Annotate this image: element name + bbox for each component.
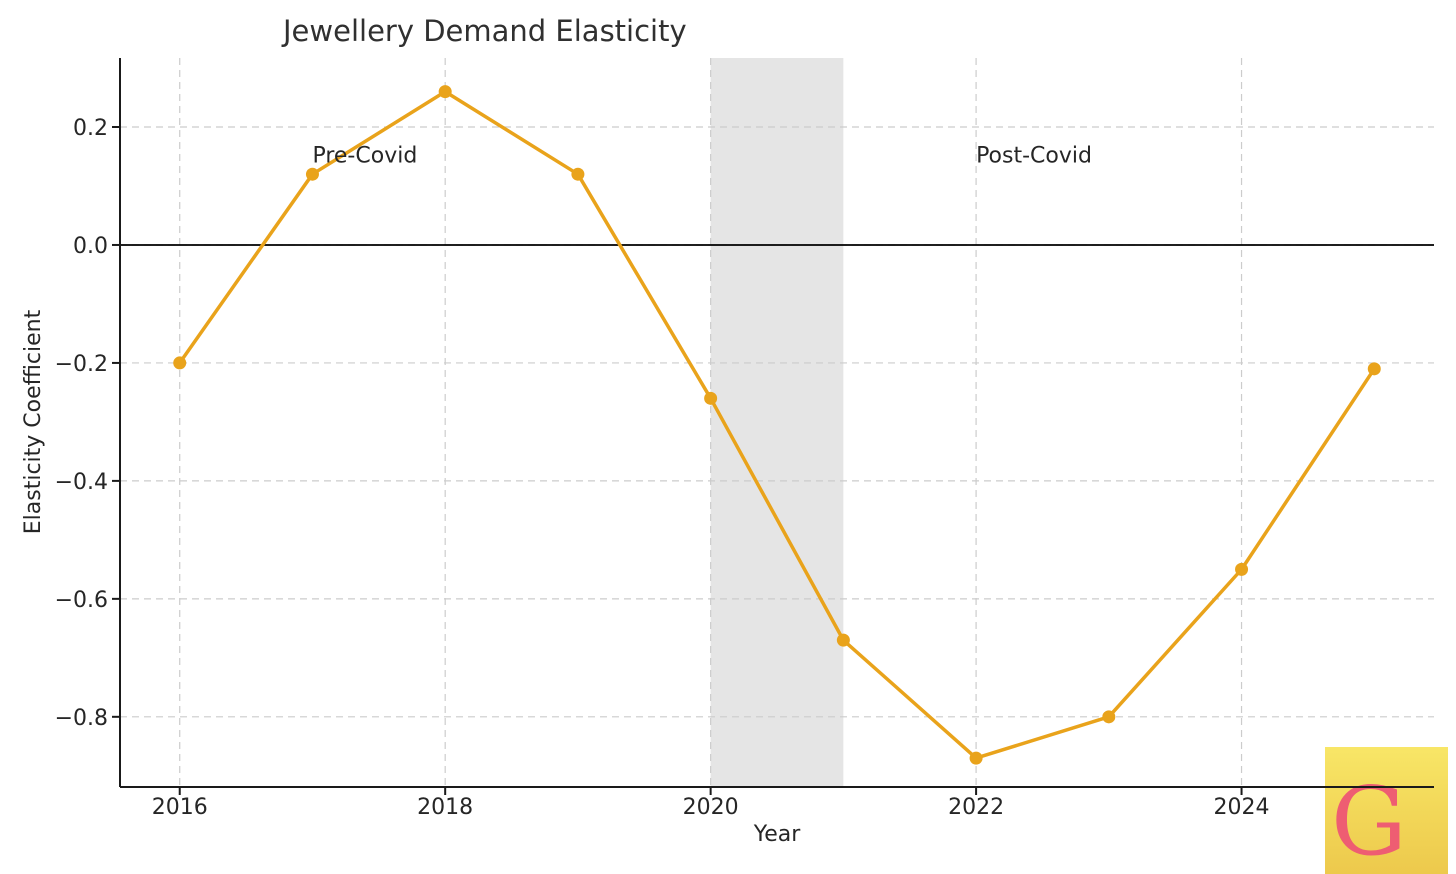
data-point-2024 (1235, 562, 1249, 576)
data-point-2020 (704, 391, 718, 405)
series-line-elasticity-coefficient (177, 89, 1377, 760)
data-point-2025 (1367, 362, 1381, 376)
x-tick-label-2020: 2020 (683, 795, 739, 820)
brand-logo-letter: G (1331, 767, 1407, 874)
chart-title: Jewellery Demand Elasticity (283, 14, 687, 48)
y-tick-label--0.8: −0.8 (55, 706, 108, 731)
covid-shaded-band (710, 58, 844, 787)
data-point-2017 (305, 167, 319, 181)
x-tick-label-2018: 2018 (417, 795, 473, 820)
x-tick-label-2022: 2022 (948, 795, 1004, 820)
data-point-2018 (438, 85, 452, 99)
data-point-2023 (1102, 710, 1116, 724)
data-point-2022 (969, 751, 983, 765)
data-point-2019 (571, 167, 585, 181)
y-tick-label-0: 0.0 (73, 234, 108, 259)
data-point-2021 (836, 633, 850, 647)
x-tick-label-2016: 2016 (152, 795, 208, 820)
y-tick-label--0.4: −0.4 (55, 470, 108, 495)
y-tick-label--0.6: −0.6 (55, 588, 108, 613)
brand-logo: G (1325, 747, 1448, 874)
annotation-pre-covid: Pre-Covid (312, 143, 417, 168)
annotation-post-covid: Post-Covid (976, 143, 1092, 168)
y-tick-label-0.2: 0.2 (73, 116, 108, 141)
y-tick-label--0.2: −0.2 (55, 352, 108, 377)
data-point-2016 (173, 356, 187, 370)
x-tick-label-2024: 2024 (1214, 795, 1270, 820)
y-axis-label: Elasticity Coefficient (21, 309, 46, 535)
x-axis-label: Year (753, 822, 801, 847)
